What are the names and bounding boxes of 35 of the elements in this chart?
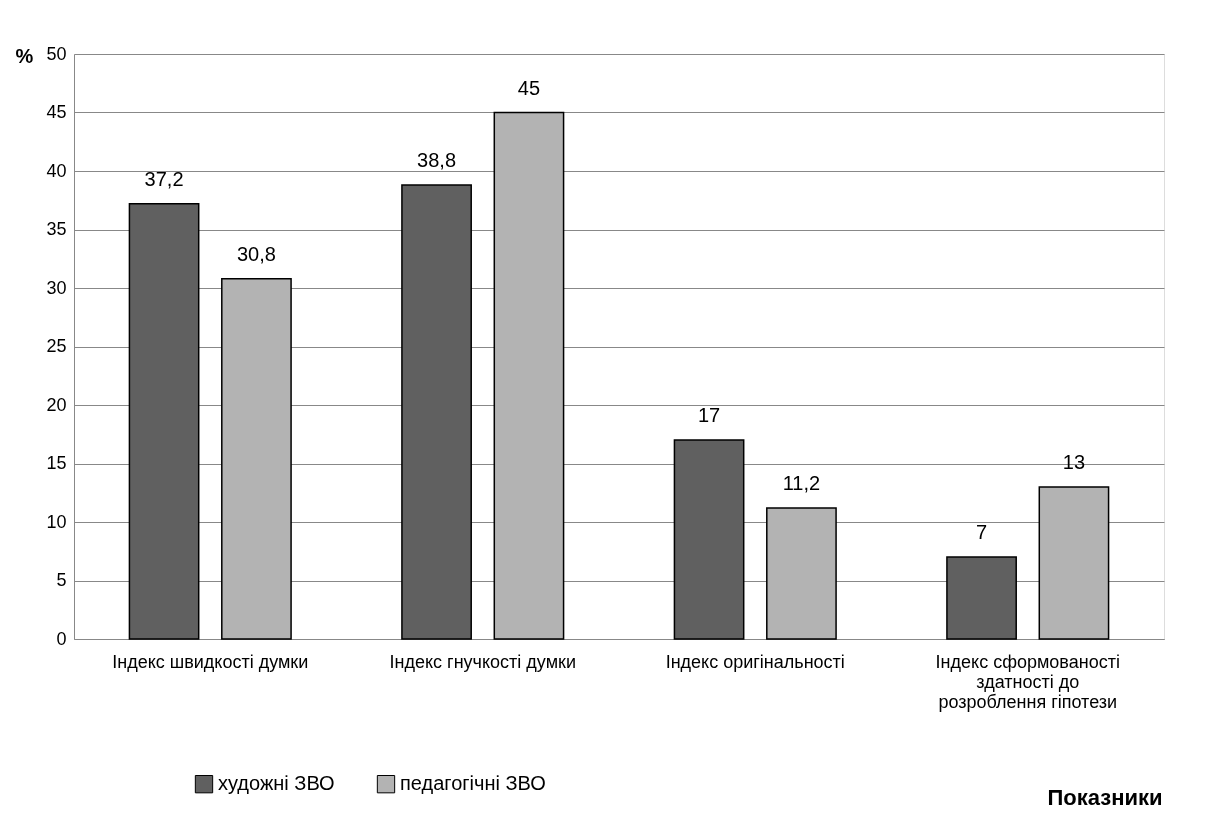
- data-label: 7: [976, 521, 988, 544]
- data-label: 30,8: [236, 242, 276, 265]
- y-tick-label: 40: [46, 160, 67, 181]
- y-tick-label: 0: [56, 628, 67, 649]
- legend-label: педагогічні ЗВО: [400, 772, 546, 795]
- bar: [221, 277, 292, 640]
- bar: [1038, 486, 1110, 640]
- bar: [401, 184, 472, 640]
- data-label: 13: [1062, 450, 1086, 473]
- data-label: 38,8: [417, 149, 457, 172]
- y-tick-label: 5: [56, 570, 67, 590]
- data-label: 45: [517, 76, 541, 99]
- y-tick-label: 30: [46, 277, 67, 298]
- x-tick-label: Індекс сформованості здатності до розроблення гіпотези: [935, 651, 1120, 712]
- bar: [128, 203, 200, 640]
- data-label: 37,2: [144, 167, 184, 190]
- y-tick-label: 15: [46, 453, 67, 473]
- x-tick-label: Індекс швидкості думки: [112, 651, 309, 672]
- x-axis-title: Показники: [1047, 784, 1163, 810]
- y-axis-title: %: [15, 44, 34, 67]
- y-tick-label: 25: [46, 336, 67, 356]
- y-tick-label: 50: [46, 43, 67, 64]
- y-tick-label: 20: [46, 394, 67, 415]
- bar: [493, 111, 565, 640]
- data-label: 11,2: [782, 471, 821, 494]
- legend-label: художні ЗВО: [218, 772, 335, 795]
- y-tick-label: 45: [46, 102, 67, 122]
- bar: [673, 439, 745, 640]
- x-tick-label: Індекс оригінальності: [665, 651, 845, 672]
- y-tick-label: 35: [46, 219, 67, 239]
- y-tick-label: 10: [46, 511, 67, 532]
- bar: [766, 507, 837, 640]
- x-tick-label: Індекс гнучкості думки: [389, 651, 576, 672]
- bar: [946, 556, 1017, 640]
- data-label: 17: [697, 404, 721, 427]
